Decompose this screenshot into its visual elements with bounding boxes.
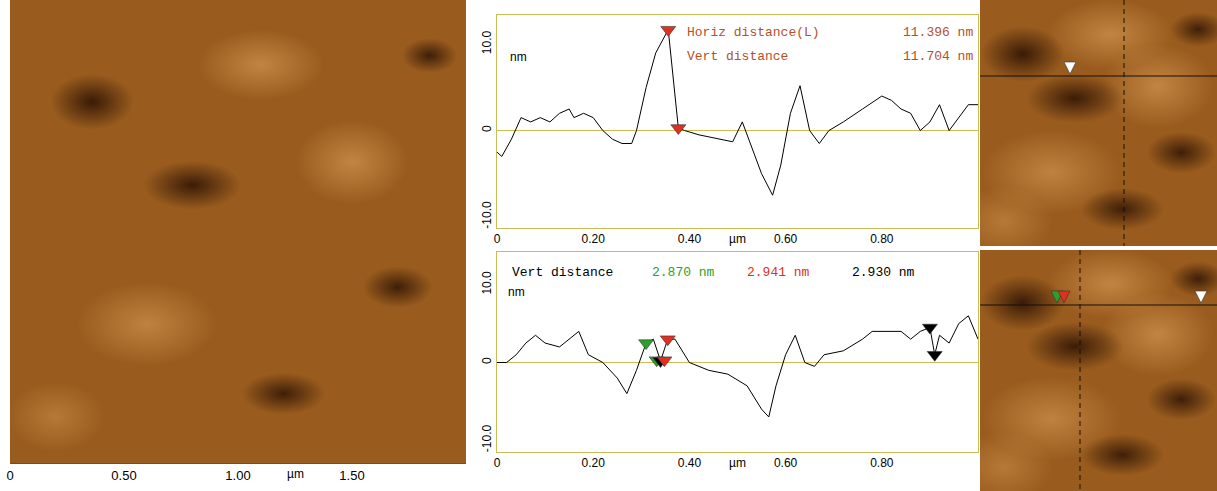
svg-text:Vert distance: Vert distance xyxy=(687,49,788,64)
svg-text:nm: nm xyxy=(508,285,525,299)
svg-text:0.20: 0.20 xyxy=(582,232,606,246)
svg-text:nm: nm xyxy=(510,50,527,64)
svg-text:0.80: 0.80 xyxy=(870,456,894,470)
svg-text:-10.0: -10.0 xyxy=(480,201,494,229)
svg-text:0.20: 0.20 xyxy=(582,456,606,470)
svg-text:0: 0 xyxy=(480,357,494,364)
svg-text:0.40: 0.40 xyxy=(678,456,702,470)
svg-text:0: 0 xyxy=(494,232,501,246)
svg-text:10.0: 10.0 xyxy=(480,31,494,55)
svg-text:0.50: 0.50 xyxy=(111,468,136,483)
svg-text:0.40: 0.40 xyxy=(678,232,702,246)
svg-text:2.930 nm: 2.930 nm xyxy=(852,265,915,280)
svg-text:1.00: 1.00 xyxy=(225,468,250,483)
svg-text:10.0: 10.0 xyxy=(480,271,494,295)
svg-text:0.80: 0.80 xyxy=(870,232,894,246)
svg-text:2.941 nm: 2.941 nm xyxy=(747,265,810,280)
svg-text:0.60: 0.60 xyxy=(774,456,798,470)
svg-text:µm: µm xyxy=(729,456,746,470)
svg-text:1.50: 1.50 xyxy=(339,468,364,483)
svg-text:0.60: 0.60 xyxy=(774,232,798,246)
svg-text:0: 0 xyxy=(494,456,501,470)
svg-text:-10.0: -10.0 xyxy=(480,425,494,453)
svg-text:11.704 nm: 11.704 nm xyxy=(903,49,973,64)
svg-text:µm: µm xyxy=(287,467,304,481)
svg-text:2.870 nm: 2.870 nm xyxy=(652,265,715,280)
svg-text:µm: µm xyxy=(729,232,746,246)
svg-text:Horiz distance(L): Horiz distance(L) xyxy=(687,25,820,40)
svg-text:0: 0 xyxy=(480,125,494,132)
svg-text:11.396 nm: 11.396 nm xyxy=(903,25,973,40)
svg-text:Vert distance: Vert distance xyxy=(512,265,613,280)
svg-text:0: 0 xyxy=(6,468,13,483)
